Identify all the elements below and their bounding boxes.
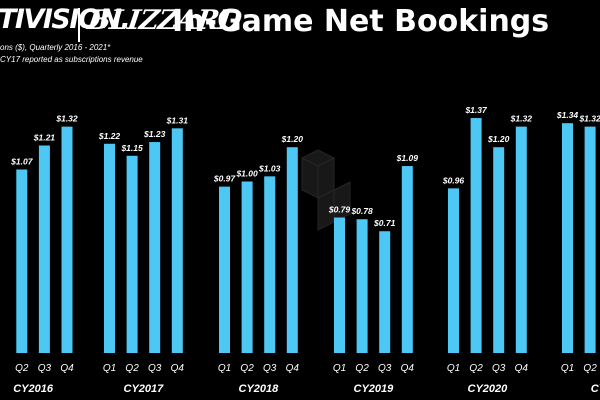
data-label: $1.09 bbox=[396, 153, 419, 163]
quarter-tick-label: Q2 bbox=[583, 363, 597, 374]
chart-title: In-Game Net Bookings bbox=[172, 4, 550, 39]
data-label: $1.37 bbox=[464, 105, 488, 115]
data-label: $1.32 bbox=[510, 114, 533, 124]
data-label: $1.03 bbox=[258, 163, 281, 173]
quarter-tick-label: Q3 bbox=[378, 363, 392, 374]
quarter-tick-label: Q1 bbox=[447, 363, 460, 374]
bar-cy2019-q1 bbox=[334, 217, 345, 353]
watermark-cube-icon bbox=[300, 149, 351, 231]
bar-cy2019-q2 bbox=[356, 219, 368, 353]
bar-cy2018-q3 bbox=[264, 176, 276, 353]
quarter-tick-label: Q3 bbox=[38, 363, 52, 374]
data-label: $0.71 bbox=[373, 218, 396, 228]
quarter-tick-label: Q2 bbox=[125, 363, 139, 374]
quarter-tick-label: Q1 bbox=[103, 363, 116, 374]
data-label: $0.78 bbox=[350, 206, 373, 216]
quarter-tick-label: Q3 bbox=[148, 363, 162, 374]
year-group-label: CY2 bbox=[591, 383, 600, 395]
bar-cy2020-q1 bbox=[448, 188, 459, 353]
data-label: $1.22 bbox=[98, 131, 121, 141]
data-label: $1.23 bbox=[143, 129, 166, 139]
data-label: $0.97 bbox=[213, 174, 237, 184]
data-label: $1.07 bbox=[10, 156, 34, 166]
bar-cy2020-q2 bbox=[470, 118, 482, 353]
bar-cy2017-q1 bbox=[104, 143, 115, 353]
bar-cy2016-q2 bbox=[16, 169, 28, 353]
data-label: $1.00 bbox=[235, 169, 258, 179]
year-group-label: CY2020 bbox=[468, 383, 509, 395]
logo-divider bbox=[78, 8, 80, 42]
quarter-tick-label: Q1 bbox=[218, 363, 231, 374]
data-label: $1.20 bbox=[487, 134, 510, 144]
bar-cy2018-q1 bbox=[219, 186, 230, 353]
activision-logo: TIVISION. bbox=[0, 4, 131, 35]
year-group-label: CY2017 bbox=[124, 383, 165, 395]
data-label: $1.31 bbox=[166, 115, 189, 125]
data-label: $1.20 bbox=[281, 134, 304, 144]
quarter-tick-label: Q3 bbox=[263, 363, 277, 374]
bar-cy2016-q4 bbox=[61, 126, 73, 354]
data-label: $0.96 bbox=[442, 175, 465, 185]
bar-cy2018-q2 bbox=[241, 181, 253, 353]
quarter-tick-label: Q2 bbox=[240, 363, 254, 374]
labels-layer: $1.07 Q2 $1.21 Q3 $1.32 Q4 CY2016 $1.22 Q1 $1.15 Q… bbox=[10, 105, 600, 395]
year-group-label: CY2019 bbox=[354, 383, 395, 395]
data-label: $1.32 bbox=[55, 114, 78, 124]
data-label: $1.34 bbox=[556, 110, 579, 120]
bar-cy2020-q3 bbox=[493, 147, 505, 353]
bar-cy2020-q4 bbox=[515, 126, 527, 354]
data-label: $1.32 bbox=[578, 114, 600, 124]
data-label: $0.79 bbox=[328, 205, 351, 215]
year-group-label: CY2018 bbox=[239, 383, 280, 395]
bar-cy2-q1 bbox=[562, 123, 573, 353]
quarter-tick-label: Q1 bbox=[561, 363, 574, 374]
bar-cy2016-q3 bbox=[38, 145, 50, 353]
data-label: $1.21 bbox=[33, 132, 56, 142]
quarter-tick-label: Q4 bbox=[171, 363, 185, 374]
bar-cy2019-q4 bbox=[401, 166, 413, 353]
bar-cy2017-q4 bbox=[171, 128, 183, 353]
bar-cy2019-q3 bbox=[379, 231, 391, 353]
quarter-tick-label: Q4 bbox=[401, 363, 415, 374]
quarter-tick-label: Q4 bbox=[60, 363, 74, 374]
quarter-tick-label: Q3 bbox=[492, 363, 506, 374]
quarter-tick-label: Q4 bbox=[286, 363, 300, 374]
bars-layer bbox=[16, 118, 596, 354]
quarter-tick-label: Q2 bbox=[469, 363, 483, 374]
quarter-tick-label: Q4 bbox=[515, 363, 529, 374]
bar-cy2-q2 bbox=[584, 126, 596, 354]
quarter-tick-label: Q2 bbox=[15, 363, 29, 374]
data-label: $1.15 bbox=[120, 143, 143, 153]
chart-footnote: CY17 reported as subscriptions revenue bbox=[0, 55, 143, 64]
quarter-tick-label: Q2 bbox=[355, 363, 369, 374]
bar-cy2017-q2 bbox=[126, 155, 138, 353]
chart-header: TIVISION. BLIZZARD In-Game Net Bookings … bbox=[0, 0, 600, 70]
quarter-tick-label: Q1 bbox=[333, 363, 346, 374]
bar-cy2017-q3 bbox=[149, 142, 161, 353]
chart-subtitle: ons ($), Quarterly 2016 - 2021* bbox=[0, 43, 111, 52]
year-group-label: CY2016 bbox=[13, 383, 54, 395]
bar-cy2018-q4 bbox=[286, 147, 298, 353]
